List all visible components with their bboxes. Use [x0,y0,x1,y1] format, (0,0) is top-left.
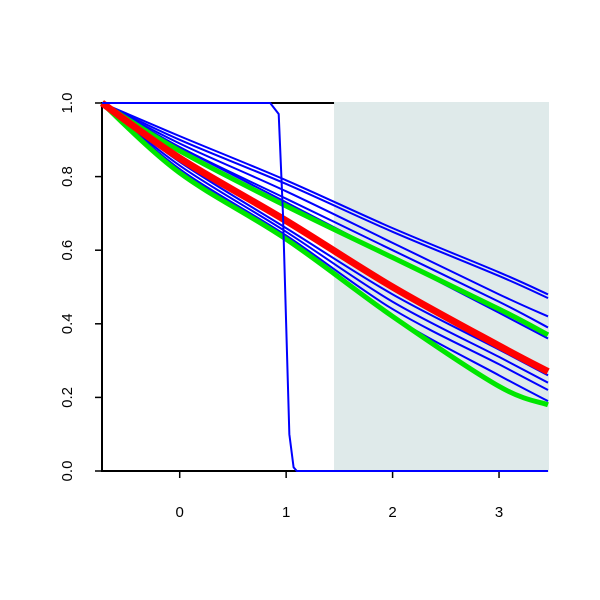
y-tick-label: 0.8 [59,166,76,187]
y-tick-label: 1.0 [59,93,76,114]
series-line [102,102,548,472]
y-tick-label: 0.6 [59,240,76,261]
x-tick-label: 1 [282,504,290,521]
x-tick-label: 2 [388,504,396,521]
series-line [99,100,550,375]
series-line [100,101,549,408]
y-tick-label: 0.2 [59,387,76,408]
series-line [101,102,549,296]
shaded-region [334,102,549,472]
series-line [101,102,549,299]
y-tick-label: 0.4 [59,313,76,334]
series-line [101,102,549,384]
series-line [101,102,549,318]
y-tick-label: 0.0 [59,461,76,482]
x-tick-label: 3 [495,504,503,521]
x-tick-label: 0 [176,504,184,521]
series-line [100,100,550,338]
